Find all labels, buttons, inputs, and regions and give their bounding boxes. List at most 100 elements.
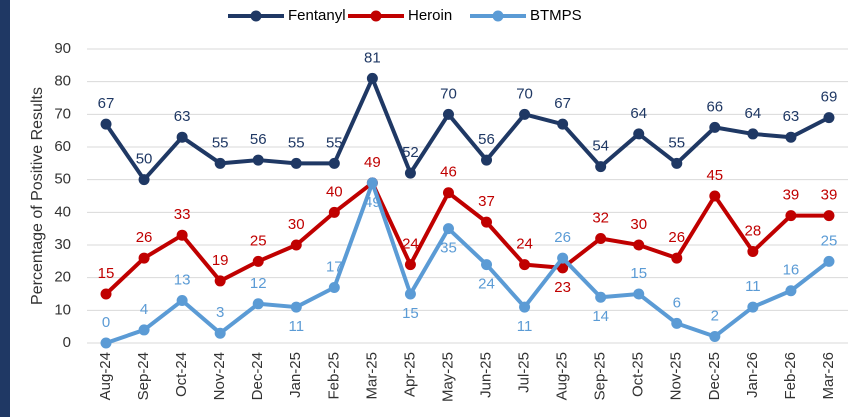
y-tick-label: 30 (54, 236, 71, 253)
data-point (557, 252, 569, 264)
data-point (214, 327, 226, 339)
data-point (481, 259, 493, 271)
data-point (138, 324, 150, 336)
data-label: 49 (364, 194, 381, 211)
series-line (104, 76, 830, 182)
x-tick-label: Jan-25 (287, 352, 304, 398)
data-label: 19 (212, 252, 229, 269)
series-line (104, 180, 829, 296)
data-point (290, 301, 302, 313)
data-label: 67 (98, 95, 115, 112)
data-point (100, 288, 112, 300)
data-label: 11 (745, 278, 761, 295)
data-point (823, 210, 835, 222)
data-point (328, 157, 340, 169)
x-tick-label: Dec-25 (706, 352, 723, 400)
x-tick-label: Jan-26 (744, 352, 761, 398)
data-label: 55 (326, 134, 343, 151)
data-label: 54 (592, 138, 609, 155)
x-tick-label: Nov-25 (668, 352, 685, 400)
data-point (252, 255, 264, 267)
data-label: 33 (174, 206, 191, 223)
data-point (633, 128, 645, 140)
data-label: 55 (288, 134, 305, 151)
data-point (404, 167, 416, 179)
legend-marker (370, 10, 382, 22)
data-point (785, 210, 797, 222)
data-point (823, 255, 835, 267)
data-label: 63 (174, 108, 191, 125)
data-label: 24 (402, 236, 419, 253)
data-label: 25 (821, 232, 838, 249)
data-point (595, 291, 607, 303)
data-point (519, 108, 531, 120)
data-point (214, 275, 226, 287)
data-point (442, 223, 454, 235)
x-tick-label: Mar-25 (363, 352, 380, 400)
data-point (633, 288, 645, 300)
data-point (100, 337, 112, 349)
data-point (747, 128, 759, 140)
data-point (442, 108, 454, 120)
y-tick-label: 60 (54, 138, 71, 155)
x-tick-label: Aug-24 (97, 352, 114, 400)
data-label: 26 (668, 229, 685, 246)
data-label: 35 (440, 240, 457, 257)
data-label: 64 (745, 105, 762, 122)
data-label: 30 (630, 216, 647, 233)
data-point (557, 118, 569, 130)
data-point (176, 295, 188, 307)
data-point (709, 190, 721, 202)
data-label: 40 (326, 183, 343, 200)
data-point (519, 259, 531, 271)
data-point (671, 157, 683, 169)
x-tick-label: Jun-25 (477, 352, 494, 398)
data-point (481, 154, 493, 166)
data-label: 56 (250, 131, 267, 148)
legend-label: Heroin (408, 7, 452, 24)
data-label: 3 (216, 304, 224, 321)
data-point (138, 252, 150, 264)
data-label: 12 (250, 275, 267, 292)
data-label: 70 (516, 85, 533, 102)
data-point (366, 177, 378, 189)
data-label: 2 (711, 307, 719, 324)
data-point (671, 252, 683, 264)
y-tick-label: 80 (54, 73, 71, 90)
data-label: 26 (136, 229, 153, 246)
data-label: 49 (364, 154, 381, 171)
data-label: 16 (783, 262, 800, 279)
side-stripe (0, 0, 10, 417)
y-tick-label: 40 (54, 203, 71, 220)
data-label: 25 (250, 232, 267, 249)
data-point (747, 301, 759, 313)
data-label: 28 (745, 223, 762, 240)
data-label: 23 (554, 279, 571, 296)
data-point (633, 239, 645, 251)
data-point (823, 112, 835, 124)
y-tick-label: 0 (63, 334, 71, 351)
data-label: 66 (706, 98, 723, 115)
data-point (481, 216, 493, 228)
y-tick-label: 70 (54, 105, 71, 122)
data-point (252, 298, 264, 310)
data-label: 55 (668, 134, 685, 151)
data-label: 39 (821, 187, 838, 204)
data-point (176, 131, 188, 143)
data-label: 39 (783, 187, 800, 204)
data-label: 15 (630, 265, 647, 282)
data-label: 69 (821, 89, 838, 106)
data-point (404, 259, 416, 271)
data-point (290, 239, 302, 251)
data-label: 81 (364, 49, 381, 66)
data-label: 64 (630, 105, 647, 122)
y-tick-label: 20 (54, 269, 71, 286)
data-point (785, 131, 797, 143)
data-label: 45 (706, 167, 723, 184)
data-label: 63 (783, 108, 800, 125)
data-point (595, 232, 607, 244)
legend-label: Fentanyl (288, 7, 346, 24)
y-tick-label: 50 (54, 171, 71, 188)
x-tick-label: May-25 (439, 352, 456, 402)
